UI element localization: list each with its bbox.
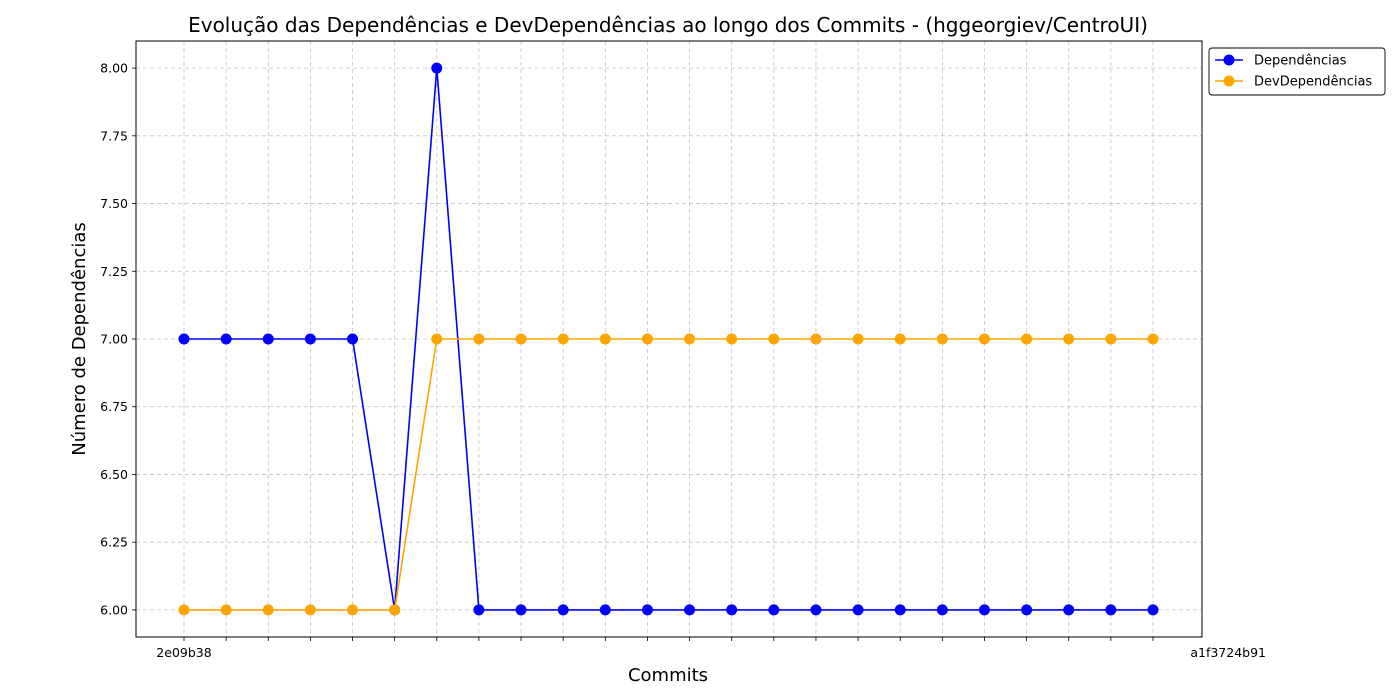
data-point: [389, 604, 401, 616]
data-point: [1147, 604, 1159, 616]
data-point: [978, 604, 990, 616]
data-point: [515, 604, 527, 616]
data-point: [1063, 604, 1075, 616]
data-point: [599, 604, 611, 616]
data-point: [1105, 333, 1117, 345]
data-point: [641, 333, 653, 345]
data-point: [599, 333, 611, 345]
data-point: [220, 604, 232, 616]
data-point: [641, 604, 653, 616]
data-point: [515, 333, 527, 345]
data-point: [262, 604, 274, 616]
legend-label: DevDependências: [1254, 75, 1372, 90]
y-tick-label: 8.00: [100, 61, 128, 76]
y-tick-label: 6.00: [100, 602, 128, 617]
data-point: [220, 333, 232, 345]
data-point: [1021, 604, 1033, 616]
data-point: [684, 333, 696, 345]
series-group: [178, 62, 1159, 616]
data-point: [894, 604, 906, 616]
y-tick-label: 6.50: [100, 467, 128, 482]
data-point: [473, 604, 485, 616]
y-tick-label: 7.75: [100, 128, 128, 143]
y-tick-label: 7.25: [100, 264, 128, 279]
data-point: [178, 333, 190, 345]
legend-label: Dependências: [1254, 54, 1347, 69]
data-point: [978, 333, 990, 345]
data-point: [684, 604, 696, 616]
data-point: [1147, 333, 1159, 345]
data-point: [557, 604, 569, 616]
data-point: [768, 333, 780, 345]
data-point: [936, 333, 948, 345]
data-point: [936, 604, 948, 616]
legend-swatch-marker: [1223, 75, 1235, 87]
data-point: [726, 604, 738, 616]
data-point: [178, 604, 190, 616]
y-tick-label: 6.75: [100, 399, 128, 414]
y-tick-label: 6.25: [100, 535, 128, 550]
data-point: [262, 333, 274, 345]
legend-frame: [1208, 47, 1386, 96]
data-point: [810, 333, 822, 345]
x-axis-label: Commits: [628, 665, 708, 686]
data-point: [431, 62, 443, 74]
y-axis-label: Número de Dependências: [69, 222, 90, 456]
data-point: [1105, 604, 1117, 616]
chart-title: Evolução das Dependências e DevDependênc…: [188, 13, 1148, 37]
data-point: [431, 333, 443, 345]
data-point: [1021, 333, 1033, 345]
data-point: [852, 333, 864, 345]
data-point: [473, 333, 485, 345]
series-line: [184, 338, 1153, 611]
data-point: [810, 604, 822, 616]
y-axis: 6.00 6.25 6.50 6.75 7.00 7.25 7.50 7.75 8.00: [100, 61, 136, 617]
x-tick-label: a1f3724b91: [1190, 645, 1266, 660]
data-point: [726, 333, 738, 345]
y-tick-label: 7.00: [100, 332, 128, 347]
data-point: [768, 604, 780, 616]
series-line: [184, 68, 1153, 611]
data-point: [347, 604, 359, 616]
data-point: [1063, 333, 1075, 345]
data-point: [304, 604, 316, 616]
x-tick-label: 2e09b38: [156, 645, 211, 660]
legend: Dependências DevDependências: [1208, 47, 1386, 96]
data-point: [852, 604, 864, 616]
legend-swatch-marker: [1223, 54, 1235, 66]
data-point: [347, 333, 359, 345]
x-axis: 2e09b38 a1f3724b91: [156, 637, 1266, 660]
data-point: [304, 333, 316, 345]
y-tick-label: 7.50: [100, 196, 128, 211]
data-point: [894, 333, 906, 345]
data-point: [557, 333, 569, 345]
